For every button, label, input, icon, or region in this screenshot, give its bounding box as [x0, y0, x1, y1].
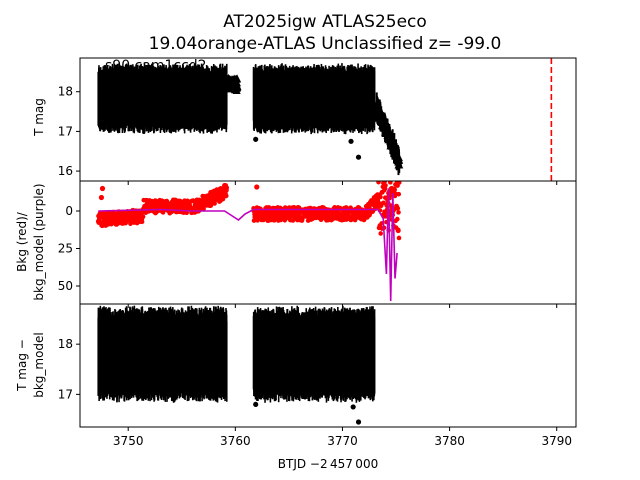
- y-tick-label: 0: [65, 204, 73, 218]
- bkg-point: [381, 200, 386, 206]
- data-point-outlier: [253, 401, 259, 408]
- plot-area: [97, 305, 376, 425]
- bkg-point: [377, 173, 382, 178]
- data-point-outlier: [355, 419, 362, 425]
- top-ylabel: T mag: [32, 98, 46, 137]
- bkg-outlier: [99, 185, 106, 192]
- bkg-point: [396, 191, 402, 197]
- bkg-point: [392, 187, 397, 193]
- sector-annotation: s90 cam1ccd2: [105, 58, 207, 74]
- x-tick-label: 3760: [220, 434, 251, 448]
- bkg-outlier: [254, 184, 260, 190]
- bkg-point: [223, 193, 229, 199]
- x-axis-label: BTJD −2 457 000: [278, 457, 378, 471]
- x-tick-label: 3780: [434, 434, 465, 448]
- bkg-point: [376, 181, 381, 185]
- panel-top-lightcurve: 16 17 18: [58, 57, 577, 185]
- middle-ylabel-line2: bkg_model (purple): [32, 183, 46, 300]
- bkg-point: [383, 183, 388, 188]
- bkg-point: [385, 173, 390, 178]
- bkg-point: [395, 216, 400, 222]
- bkg-outlier: [98, 194, 105, 201]
- bkg-point: [396, 210, 401, 215]
- bkg-point: [300, 216, 305, 221]
- bkg-point: [378, 231, 384, 236]
- bkg-point: [393, 173, 398, 178]
- panel-bottom-corrected: 17 18 3750 3760 3770 3780 3790: [58, 303, 577, 448]
- bkg-point: [395, 206, 401, 211]
- bkg-point: [385, 171, 390, 176]
- bottom-ylabel-line2: bkg_model: [32, 332, 46, 398]
- bkg-point: [291, 205, 297, 210]
- bkg-outlier: [222, 182, 228, 189]
- bkg-point: [383, 173, 388, 178]
- y-tick-label: 17: [58, 124, 73, 138]
- bkg-point: [380, 168, 385, 173]
- bottom-ylabel-line1: T mag −: [15, 339, 29, 392]
- bkg-point: [390, 172, 395, 177]
- y-tick-label: 16: [58, 164, 73, 178]
- bkg-point: [379, 172, 384, 177]
- middle-ylabel-line1: Bkg (red)/: [15, 211, 29, 272]
- bkg-point: [140, 214, 146, 220]
- bkg-point: [396, 181, 402, 185]
- bkg-point: [396, 235, 402, 241]
- bkg-point: [382, 181, 388, 184]
- data-point-outlier: [348, 138, 354, 144]
- plot-area: [95, 168, 402, 302]
- chart-title-line2: 19.04orange-ATLAS Unclassified z= -99.0: [149, 34, 502, 54]
- bkg-point: [387, 176, 392, 181]
- data-point-outlier: [355, 154, 362, 160]
- bkg-model-line: [98, 188, 398, 302]
- bkg-point: [318, 217, 324, 223]
- x-tick-label: 3750: [113, 434, 144, 448]
- x-tick-label: 3770: [327, 434, 358, 448]
- bkg-point: [392, 171, 397, 176]
- bkg-point: [376, 176, 381, 181]
- plot-area: [97, 58, 553, 181]
- x-tick-label: 3790: [541, 434, 572, 448]
- panel-frame: [79, 303, 577, 428]
- bkg-outlier: [184, 200, 190, 207]
- chart-title-line1: AT2025igw ATLAS25eco: [223, 12, 427, 32]
- bkg-point: [139, 219, 145, 225]
- y-tick-label: 18: [58, 85, 73, 99]
- bkg-point: [388, 181, 393, 185]
- bkg-point: [376, 175, 381, 180]
- data-point-outlier: [253, 136, 259, 142]
- y-tick-label: 17: [58, 387, 73, 401]
- data-point-outlier: [350, 404, 356, 410]
- bkg-outlier: [395, 227, 401, 234]
- y-tick-label: 50: [58, 279, 73, 293]
- bkg-point: [378, 194, 383, 200]
- y-tick-label: 25: [58, 242, 73, 256]
- panel-middle-background: 0 25 50: [58, 168, 577, 308]
- y-tick-label: 18: [58, 337, 73, 351]
